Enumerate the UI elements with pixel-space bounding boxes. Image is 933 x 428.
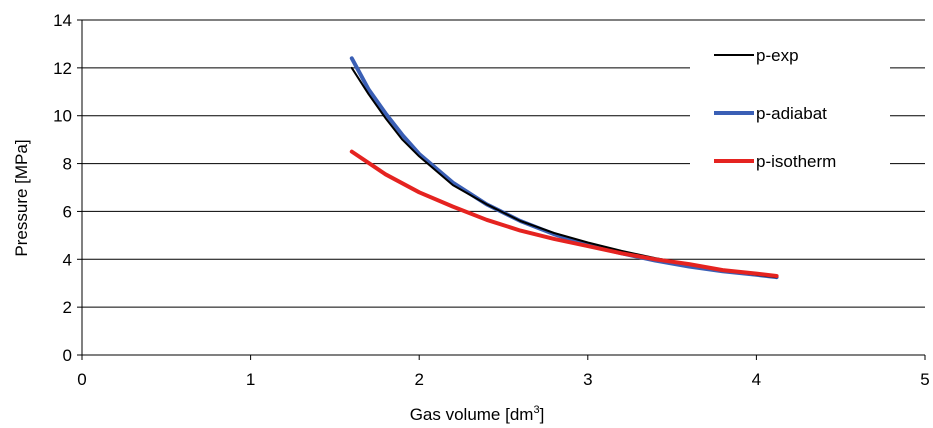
legend-label-p-adiabat: p-adiabat [756, 104, 827, 123]
y-tick-label: 2 [63, 298, 72, 317]
x-tick-label: 2 [414, 370, 423, 389]
series-lines [349, 56, 779, 280]
y-tick-label: 14 [53, 11, 72, 30]
y-tick-label: 12 [53, 59, 72, 78]
legend-label-p-isotherm: p-isotherm [756, 152, 836, 171]
y-tick-label: 8 [63, 155, 72, 174]
axes [81, 20, 925, 356]
y-tick-label: 4 [63, 250, 72, 269]
x-axis-title: Gas volume [dm3] [410, 404, 545, 424]
x-tick-label: 3 [583, 370, 592, 389]
x-axis-title-main: Gas volume [dm [410, 405, 534, 424]
y-tick-label: 6 [63, 202, 72, 221]
x-tick-label: 1 [246, 370, 255, 389]
series-line-p-isotherm [349, 149, 779, 278]
x-axis-title-end: ] [540, 405, 545, 424]
x-axis-title-superscript: 3 [533, 404, 539, 416]
y-tick-label: 10 [53, 107, 72, 126]
x-tick-label: 0 [77, 370, 86, 389]
y-axis-title: Pressure [MPa] [12, 139, 31, 256]
x-tick-label: 5 [920, 370, 929, 389]
legend-label-p-exp: p-exp [756, 46, 799, 65]
x-tick-label: 4 [752, 370, 761, 389]
legend: p-exp p-adiabat p-isotherm [690, 36, 890, 186]
y-tick-label: 0 [63, 346, 72, 365]
